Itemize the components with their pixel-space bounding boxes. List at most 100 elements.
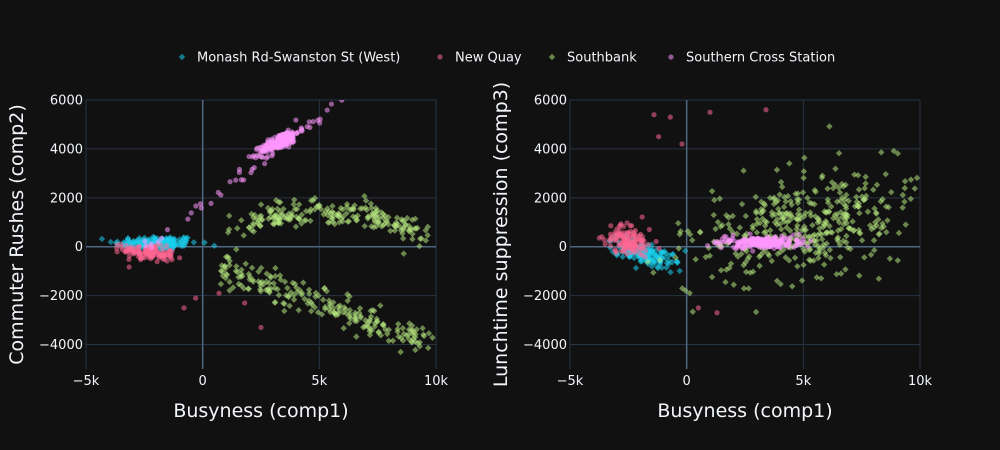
point-southbank <box>752 308 760 316</box>
y-tick-label: −4000 <box>523 338 567 353</box>
point-southbank <box>841 217 849 224</box>
legend[interactable]: Monash Rd-Swanston St (West) New Quay Sout… <box>178 51 835 66</box>
point-southbank <box>266 289 273 296</box>
point-southbank <box>842 266 849 273</box>
point-monash-rd-swanston-st-west <box>646 254 653 262</box>
point-southbank <box>339 206 347 213</box>
point-monash-rd-swanston-st-west <box>201 239 208 246</box>
point-southbank <box>353 216 361 224</box>
point-southbank <box>756 262 763 270</box>
point-new-quay <box>141 255 148 261</box>
point-southbank <box>726 225 734 232</box>
point-southbank <box>385 221 392 228</box>
point-southbank <box>941 208 947 214</box>
point-southbank <box>343 210 350 217</box>
point-southbank <box>672 254 679 261</box>
point-southbank <box>861 185 868 192</box>
series-new-quay <box>114 241 264 331</box>
point-southbank <box>372 204 380 212</box>
point-southbank <box>853 198 861 206</box>
point-southbank <box>689 236 696 244</box>
point-new-quay <box>131 247 137 254</box>
point-southern-cross-station <box>317 120 323 126</box>
point-southbank <box>384 330 391 338</box>
point-southbank <box>379 321 386 328</box>
point-southbank <box>882 170 889 178</box>
point-southbank <box>274 286 281 293</box>
point-southbank <box>679 285 686 292</box>
point-monash-rd-swanston-st-west <box>682 247 689 255</box>
point-southbank <box>344 290 351 298</box>
point-southbank <box>352 309 359 316</box>
point-monash-rd-swanston-st-west <box>619 253 626 261</box>
point-southbank <box>822 230 829 237</box>
point-southbank <box>824 196 831 203</box>
point-southbank <box>226 287 233 294</box>
point-southbank <box>840 237 847 245</box>
legend-item-new-quay[interactable]: New Quay <box>437 51 522 66</box>
point-monash-rd-swanston-st-west <box>98 235 106 243</box>
point-southbank <box>330 305 337 312</box>
point-new-quay <box>639 237 645 244</box>
point-southbank <box>798 226 806 234</box>
point-southbank <box>740 261 747 269</box>
point-southern-cross-station <box>280 141 287 147</box>
point-southbank <box>295 306 302 314</box>
point-new-quay <box>153 247 159 253</box>
point-southbank <box>821 249 829 257</box>
point-southbank <box>802 226 810 234</box>
point-southbank <box>291 280 299 288</box>
point-monash-rd-swanston-st-west <box>638 258 646 265</box>
point-southbank <box>253 215 260 223</box>
legend-item-southern-cross-station[interactable]: Southern Cross Station <box>668 51 835 66</box>
point-southbank <box>901 198 908 205</box>
point-southbank <box>773 166 781 174</box>
point-southbank <box>290 201 297 208</box>
data-points <box>98 100 436 356</box>
point-southbank <box>777 248 784 256</box>
point-southbank <box>827 254 834 262</box>
point-southbank <box>424 223 432 231</box>
point-southern-cross-station <box>289 129 295 135</box>
point-southbank <box>837 270 845 277</box>
point-southbank <box>257 286 264 293</box>
point-southbank <box>375 218 382 225</box>
point-southbank <box>225 212 233 220</box>
series-southbank <box>217 192 436 356</box>
point-southbank <box>378 209 385 216</box>
point-southbank <box>379 214 387 221</box>
point-southern-cross-station <box>215 189 221 196</box>
point-southbank <box>708 273 716 281</box>
x-tick-label: 0 <box>199 374 207 389</box>
point-southbank <box>377 332 385 339</box>
legend-item-southbank[interactable]: Southbank <box>548 51 637 66</box>
point-new-quay <box>193 295 199 301</box>
point-southbank <box>794 190 802 197</box>
point-southbank <box>406 225 414 233</box>
point-monash-rd-swanston-st-west <box>649 256 656 264</box>
point-new-quay <box>142 248 148 255</box>
point-monash-rd-swanston-st-west <box>650 259 658 266</box>
point-southbank <box>812 188 819 196</box>
point-new-quay <box>596 235 602 241</box>
point-new-quay <box>624 236 631 242</box>
point-new-quay <box>147 253 154 260</box>
point-southbank <box>770 200 778 208</box>
point-southern-cross-station <box>158 235 165 241</box>
point-southbank <box>771 194 778 201</box>
x-tick-label: −5k <box>73 374 100 389</box>
point-southbank <box>307 197 315 204</box>
point-southbank <box>711 196 718 204</box>
point-southbank <box>793 225 800 233</box>
point-southbank <box>789 283 796 290</box>
legend-item-monash-rd-swanston-st-west[interactable]: Monash Rd-Swanston St (West) <box>178 51 401 66</box>
point-southbank <box>295 201 303 208</box>
point-southbank <box>730 281 737 288</box>
point-monash-rd-swanston-st-west <box>648 241 655 248</box>
point-southbank <box>413 326 420 333</box>
point-southbank <box>400 330 408 338</box>
y-tick-label: 0 <box>75 240 83 255</box>
point-southbank <box>414 224 421 232</box>
point-southbank <box>274 217 281 224</box>
circle-icon <box>437 54 443 60</box>
